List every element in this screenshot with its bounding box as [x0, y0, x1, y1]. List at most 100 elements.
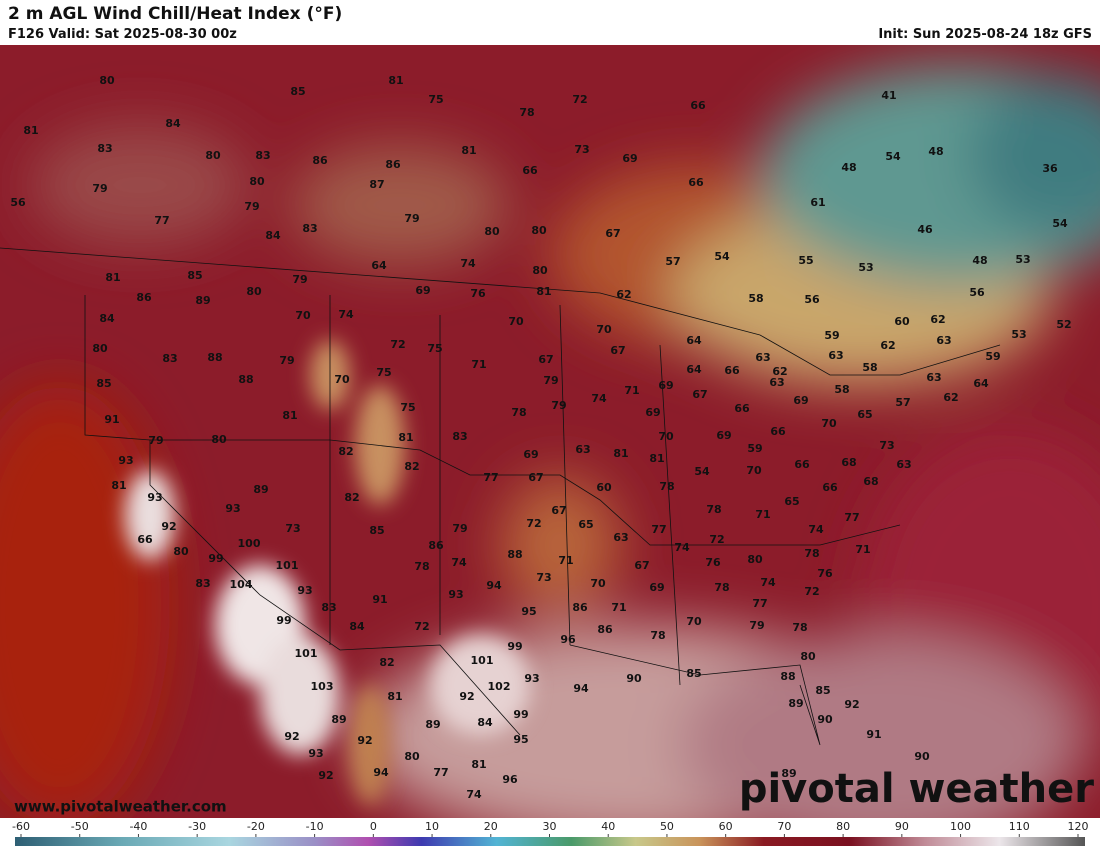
station-value: 83: [255, 149, 270, 162]
station-value: 81: [105, 271, 120, 284]
station-value: 71: [855, 543, 870, 556]
station-value: 101: [276, 559, 299, 572]
station-value: 48: [928, 145, 943, 158]
station-value: 77: [844, 511, 859, 524]
station-value: 77: [752, 597, 767, 610]
station-value: 90: [626, 672, 642, 685]
station-value: 94: [573, 682, 589, 695]
station-value: 79: [244, 200, 259, 213]
station-value: 70: [658, 430, 674, 443]
station-value: 83: [162, 352, 177, 365]
station-value: 81: [398, 431, 413, 444]
station-value: 67: [634, 559, 649, 572]
station-value: 81: [461, 144, 476, 157]
station-value: 54: [714, 250, 730, 263]
colorbar-gradient: [15, 837, 1085, 846]
station-value: 63: [926, 371, 941, 384]
station-value: 88: [207, 351, 222, 364]
station-value: 70: [821, 417, 837, 430]
station-value: 71: [558, 554, 573, 567]
station-value: 94: [486, 579, 502, 592]
station-value: 56: [10, 196, 26, 209]
station-value: 83: [97, 142, 112, 155]
colorbar-tick-label: 20: [484, 820, 498, 833]
station-value: 72: [414, 620, 429, 633]
station-value: 89: [253, 483, 268, 496]
station-value: 70: [508, 315, 524, 328]
colorbar-tick-label: 100: [950, 820, 971, 833]
station-value: 83: [321, 601, 336, 614]
station-value: 71: [755, 508, 770, 521]
station-value: 66: [137, 533, 153, 546]
station-value: 59: [824, 329, 839, 342]
station-value: 83: [195, 577, 210, 590]
station-value: 69: [645, 406, 660, 419]
station-value: 66: [724, 364, 740, 377]
station-value: 84: [99, 312, 115, 325]
station-value: 83: [452, 430, 467, 443]
station-value: 81: [111, 479, 126, 492]
station-value: 85: [290, 85, 305, 98]
station-value: 63: [936, 334, 951, 347]
valid-time: F126 Valid: Sat 2025-08-30 00z: [8, 27, 237, 42]
station-value: 68: [863, 475, 878, 488]
colorbar-tick-label: 10: [425, 820, 439, 833]
station-value: 72: [390, 338, 405, 351]
colorbar-tick-label: 90: [895, 820, 909, 833]
station-value: 79: [452, 522, 467, 535]
station-value: 70: [295, 309, 311, 322]
station-value: 79: [551, 399, 566, 412]
station-value: 80: [404, 750, 420, 763]
station-value: 80: [99, 74, 115, 87]
temperature-field: [0, 45, 1100, 850]
station-value: 73: [285, 522, 300, 535]
station-value: 93: [118, 454, 133, 467]
station-value: 79: [279, 354, 294, 367]
station-value: 86: [428, 539, 444, 552]
station-value: 78: [659, 480, 674, 493]
station-value: 64: [973, 377, 989, 390]
station-value: 63: [613, 531, 628, 544]
station-value: 89: [331, 713, 346, 726]
station-value: 88: [507, 548, 522, 561]
station-value: 74: [460, 257, 476, 270]
station-value: 73: [879, 439, 894, 452]
station-value: 103: [311, 680, 334, 693]
station-value: 95: [521, 605, 536, 618]
station-value: 52: [1056, 318, 1071, 331]
station-value: 86: [136, 291, 152, 304]
station-value: 66: [822, 481, 838, 494]
station-value: 46: [917, 223, 933, 236]
station-value: 69: [622, 152, 637, 165]
station-value: 75: [400, 401, 415, 414]
station-value: 89: [781, 767, 796, 780]
station-value: 92: [318, 769, 333, 782]
station-value: 80: [246, 285, 262, 298]
station-value: 53: [1011, 328, 1026, 341]
station-value: 78: [650, 629, 665, 642]
station-value: 79: [292, 273, 307, 286]
station-value: 76: [817, 567, 833, 580]
station-value: 83: [302, 222, 317, 235]
station-value: 74: [466, 788, 482, 801]
station-value: 76: [470, 287, 486, 300]
station-value: 70: [596, 323, 612, 336]
station-value: 81: [536, 285, 551, 298]
station-value: 86: [597, 623, 613, 636]
station-value: 80: [532, 264, 548, 277]
station-value: 63: [769, 376, 784, 389]
station-value: 72: [572, 93, 587, 106]
station-value: 56: [969, 286, 985, 299]
station-value: 64: [686, 334, 702, 347]
colorbar-tick-label: 50: [660, 820, 674, 833]
station-value: 72: [526, 517, 541, 530]
station-value: 58: [834, 383, 849, 396]
station-value: 66: [770, 425, 786, 438]
station-value: 56: [804, 293, 820, 306]
station-value: 78: [804, 547, 819, 560]
station-value: 54: [885, 150, 901, 163]
station-value: 77: [154, 214, 169, 227]
station-value: 54: [1052, 217, 1068, 230]
station-value: 62: [616, 288, 631, 301]
